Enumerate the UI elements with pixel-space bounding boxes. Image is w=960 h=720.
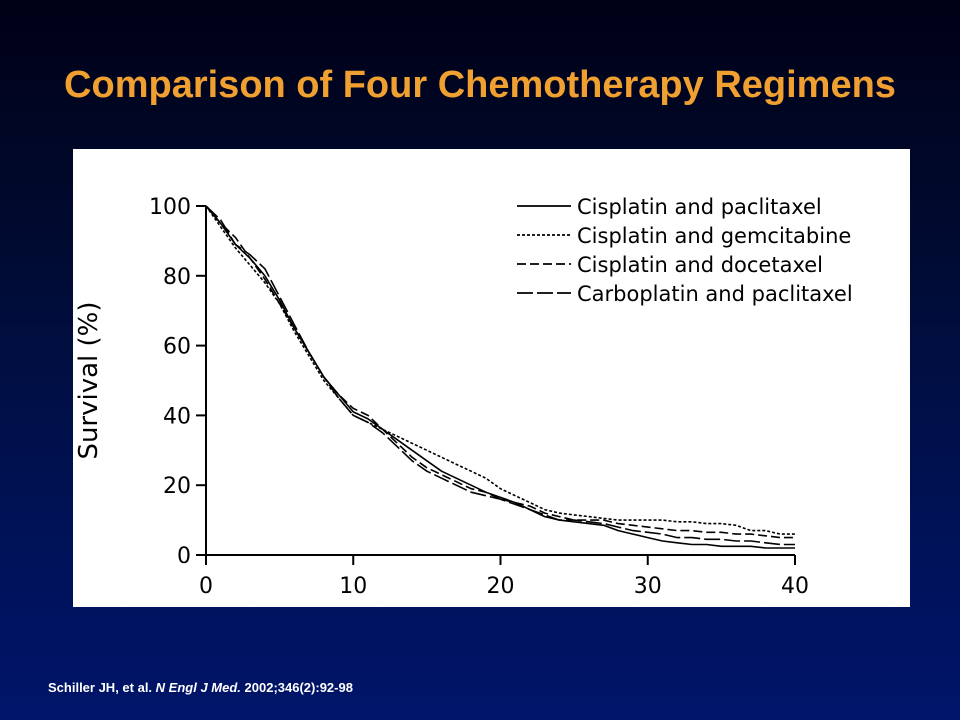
y-tick-label: 20 [163,474,191,499]
citation-authors: Schiller JH, et al. [48,680,153,695]
y-tick-label: 40 [163,404,191,429]
x-tick-label: 0 [199,574,213,599]
legend-label-1: Cisplatin and paclitaxel [577,195,822,219]
series-layer [205,205,795,549]
legend-label-2: Cisplatin and gemcitabine [577,224,851,248]
y-tick-label: 0 [177,544,191,569]
y-tick-label: 60 [163,335,191,360]
y-axis-label: Survival (%) [74,301,104,459]
citation-details: 2002;346(2):92-98 [244,680,353,695]
y-tick-label: 80 [163,265,191,290]
x-tick-label: 10 [339,574,367,599]
citation: Schiller JH, et al. N Engl J Med. 2002;3… [48,680,353,695]
chart-axes: 0 20 40 60 80 100 0 10 20 30 40 Survival (%) [74,195,809,599]
legend-label-3: Cisplatin and docetaxel [577,253,823,277]
chart-panel: 0 20 40 60 80 100 0 10 20 30 40 Survival (%) Cispla… [73,149,910,607]
chart-legend: Cisplatin and paclitaxel Cisplatin and ge… [517,195,853,306]
survival-chart: 0 20 40 60 80 100 0 10 20 30 40 Survival (%) Cispla… [74,195,853,599]
slide-title: Comparison of Four Chemotherapy Regimens [64,64,896,106]
legend-label-4: Carboplatin and paclitaxel [577,282,853,306]
x-tick-label: 40 [781,574,809,599]
series-line-2 [205,205,795,535]
y-tick-label: 100 [149,195,191,220]
citation-journal: N Engl J Med. [155,680,241,695]
x-tick-label: 20 [487,574,515,599]
x-tick-label: 30 [634,574,662,599]
series-line-4 [205,205,795,546]
